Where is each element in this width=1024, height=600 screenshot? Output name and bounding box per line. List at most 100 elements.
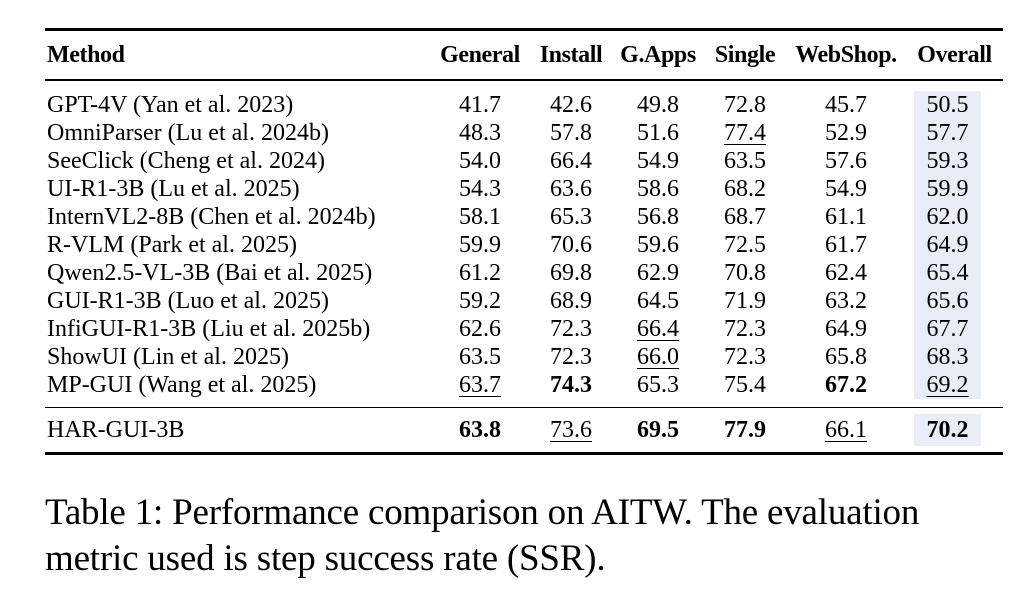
overall-cell: 69.2: [906, 370, 1003, 399]
value-text: 63.7: [459, 371, 501, 398]
value-text: 63.5: [459, 343, 501, 370]
value-cell: 72.3: [530, 315, 612, 343]
header-webshop: WebShop.: [795, 41, 897, 68]
value-cell: 63.7: [430, 371, 530, 399]
overall-cell: 65.6: [906, 286, 1003, 315]
overall-cell: 62.0: [906, 202, 1003, 231]
value-cell: 64.5: [612, 287, 704, 315]
value-cell: 73.6: [530, 408, 612, 452]
method-cell: InfiGUI-R1-3B (Liu et al. 2025b): [47, 315, 371, 342]
overall-highlight: 59.9: [914, 174, 981, 203]
value-cell: 56.8: [612, 203, 704, 231]
value-text: 62.4: [825, 259, 867, 286]
value-text: 72.3: [550, 343, 592, 370]
value-text: 77.4: [724, 119, 766, 146]
value-cell: 72.8: [704, 91, 786, 119]
value-text: 59.9: [459, 231, 501, 258]
header-gapps: G.Apps: [620, 41, 696, 68]
method-cell: ShowUI (Lin et al. 2025): [47, 343, 289, 370]
table-row: MP-GUI (Wang et al. 2025) 63.7 74.3 65.3 75.…: [45, 370, 1003, 399]
value-text: 42.6: [550, 91, 592, 118]
value-text: 68.7: [724, 203, 766, 230]
value-cell: 65.8: [786, 343, 906, 371]
value-text: 56.8: [637, 203, 679, 230]
value-text: 65.6: [926, 287, 969, 314]
value-text: 51.6: [637, 119, 679, 146]
value-text: 54.0: [459, 147, 501, 174]
value-cell: 63.2: [786, 287, 906, 315]
value-text: 65.8: [825, 343, 867, 370]
value-text: 54.9: [825, 175, 867, 202]
method-cell: InternVL2-8B (Chen et al. 2024b): [47, 203, 376, 230]
value-cell: 66.4: [530, 147, 612, 175]
overall-highlight: 68.3: [914, 342, 981, 371]
value-text: 58.1: [459, 203, 501, 230]
value-text: 57.7: [926, 119, 969, 146]
value-cell: 70.6: [530, 231, 612, 259]
overall-highlight: 65.6: [914, 286, 981, 315]
value-text: 41.7: [459, 91, 501, 118]
value-text: 72.3: [724, 315, 766, 342]
value-text: 72.3: [724, 343, 766, 370]
overall-highlight: 57.7: [914, 118, 981, 147]
table-row: UI-R1-3B (Lu et al. 2025) 54.3 63.6 58.6 68.…: [45, 174, 1003, 203]
value-text: 58.6: [637, 175, 679, 202]
value-cell: 41.7: [430, 91, 530, 119]
value-cell: 64.9: [786, 315, 906, 343]
value-cell: 42.6: [530, 91, 612, 119]
value-text: 69.8: [550, 259, 592, 286]
value-cell: 62.6: [430, 315, 530, 343]
value-text: 68.3: [926, 343, 969, 370]
overall-cell: 57.7: [906, 118, 1003, 147]
value-cell: 72.3: [530, 343, 612, 371]
value-text: 73.6: [550, 417, 592, 443]
header-method: Method: [47, 41, 125, 68]
overall-cell: 59.3: [906, 146, 1003, 175]
overall-highlight: 64.9: [914, 230, 981, 259]
table-row: ShowUI (Lin et al. 2025) 63.5 72.3 66.0 72.3…: [45, 342, 1003, 371]
header-general: General: [440, 41, 520, 68]
value-cell: 72.3: [704, 315, 786, 343]
value-cell: 54.3: [430, 175, 530, 203]
value-cell: 57.6: [786, 147, 906, 175]
value-cell: 72.5: [704, 231, 786, 259]
header-row: Method General Install G.Apps Single Web…: [45, 31, 1003, 79]
value-cell: 66.4: [612, 315, 704, 343]
value-text: 59.9: [926, 175, 969, 202]
value-text: 67.2: [825, 371, 867, 398]
value-cell: 72.3: [704, 343, 786, 371]
value-text: 77.9: [724, 417, 766, 443]
value-cell: 62.4: [786, 259, 906, 287]
method-cell: GUI-R1-3B (Luo et al. 2025): [47, 287, 329, 314]
value-text: 57.8: [550, 119, 592, 146]
value-cell: 54.9: [786, 175, 906, 203]
value-cell: 54.9: [612, 147, 704, 175]
value-cell: 68.7: [704, 203, 786, 231]
value-cell: 48.3: [430, 119, 530, 147]
overall-highlight: 62.0: [914, 202, 981, 231]
value-cell: 63.8: [430, 408, 530, 452]
value-text: 54.3: [459, 175, 501, 202]
value-text: 54.9: [637, 147, 679, 174]
overall-cell: 65.4: [906, 258, 1003, 287]
value-text: 74.3: [550, 371, 592, 398]
value-cell: 63.5: [430, 343, 530, 371]
value-cell: 68.9: [530, 287, 612, 315]
value-text: 50.5: [926, 91, 969, 118]
results-table-ours: HAR-GUI-3B 63.8 73.6 69.5 77.9 66.1 70.2: [45, 408, 1003, 452]
table-row: OmniParser (Lu et al. 2024b) 48.3 57.8 51.6…: [45, 118, 1003, 147]
ours-row: HAR-GUI-3B 63.8 73.6 69.5 77.9 66.1 70.2: [45, 408, 1003, 452]
value-cell: 65.3: [612, 371, 704, 399]
method-cell: R-VLM (Park et al. 2025): [47, 231, 297, 258]
mid-rule: [45, 406, 1003, 408]
value-cell: 66.1: [786, 408, 906, 452]
value-text: 65.3: [637, 371, 679, 398]
value-text: 70.6: [550, 231, 592, 258]
bottom-rule: [45, 452, 1003, 455]
overall-highlight: 65.4: [914, 258, 981, 287]
value-text: 52.9: [825, 119, 867, 146]
overall-cell: 68.3: [906, 342, 1003, 371]
header-rule: [45, 79, 1003, 81]
overall-highlight: 70.2: [914, 414, 981, 446]
value-text: 64.9: [825, 315, 867, 342]
